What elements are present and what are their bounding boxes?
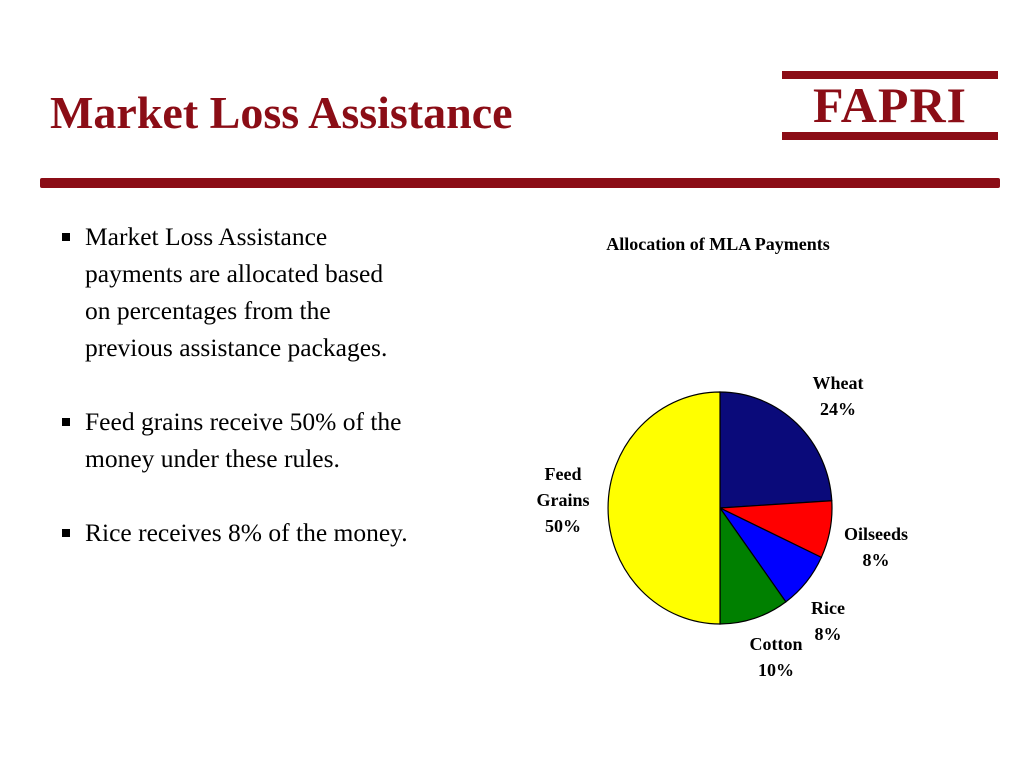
slice-label: Feed Grains 50% <box>536 464 589 536</box>
bullet-text: Rice receives 8% of the money. <box>85 518 408 547</box>
slide-title: Market Loss Assistance <box>50 87 513 138</box>
logo-bar-bottom <box>782 132 998 140</box>
bullet-square-icon <box>62 529 70 537</box>
slice-label: Rice 8% <box>811 598 845 644</box>
pie-labels: Wheat 24% Oilseeds 8% Rice 8%Cotton 10% Feed Gra… <box>536 373 908 680</box>
logo-bar-top <box>782 71 998 79</box>
bullet-text: Feed grains receive 50% of the money und… <box>85 407 402 473</box>
slice-label: Oilseeds 8% <box>844 524 908 570</box>
logo-text: FAPRI <box>812 77 968 133</box>
title-divider <box>40 178 1000 188</box>
slice-label: Cotton 10% <box>750 634 803 680</box>
bullet-item: Rice receives 8% of the money. <box>60 514 410 551</box>
pie-slices <box>607 391 833 625</box>
pie-slice-wheat <box>719 391 833 509</box>
pie-slice-cotton <box>719 506 787 625</box>
bullet-list: Market Loss Assistance payments are allo… <box>60 218 410 588</box>
slice-label: Wheat 24% <box>813 373 864 419</box>
pie-slice-feed-grains <box>607 391 721 625</box>
bullet-text: Market Loss Assistance payments are allo… <box>85 222 388 362</box>
bullet-square-icon <box>62 418 70 426</box>
bullet-square-icon <box>62 233 70 241</box>
chart-title: Allocation of MLA Payments <box>606 234 829 254</box>
bullet-item: Market Loss Assistance payments are allo… <box>60 218 410 366</box>
bullet-item: Feed grains receive 50% of the money und… <box>60 403 410 477</box>
